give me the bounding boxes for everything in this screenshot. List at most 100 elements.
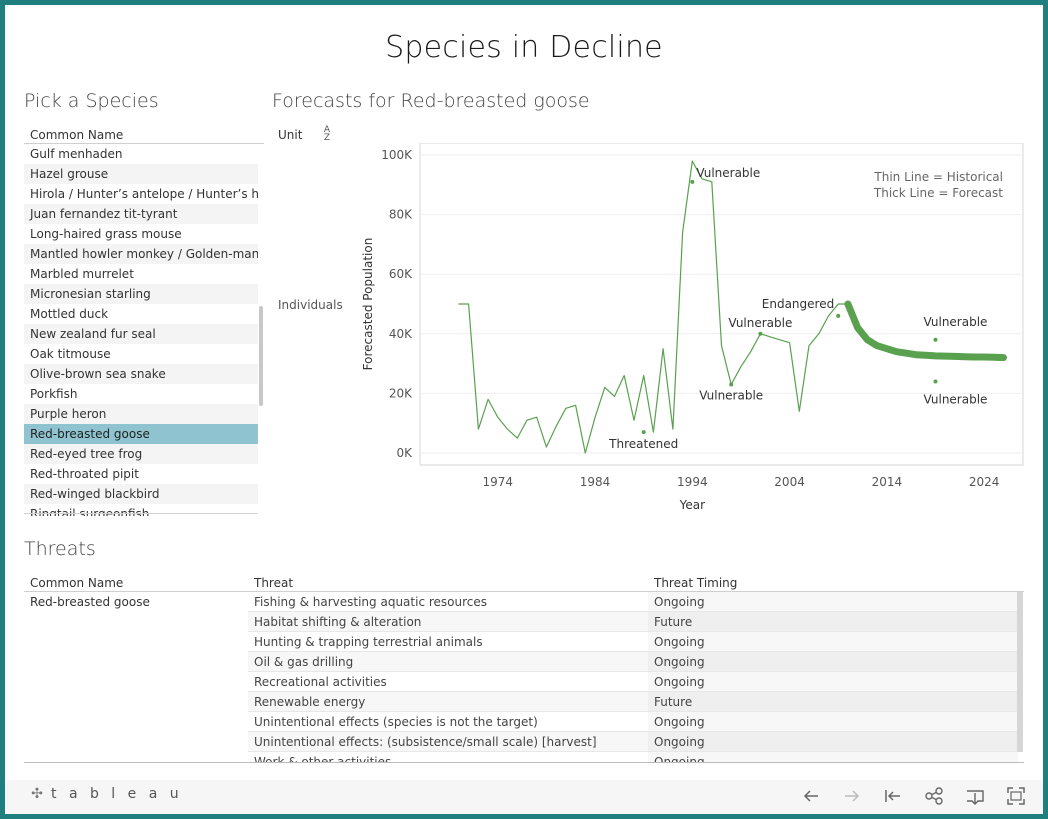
threats-species-name: Red-breasted goose — [30, 595, 150, 609]
annotation-label: Vulnerable — [923, 315, 987, 329]
species-list-item[interactable]: Red-throated pipit — [30, 467, 139, 481]
annotation-point — [933, 379, 938, 384]
threat-row: Hunting & trapping terrestrial animals On… — [248, 632, 1018, 652]
threat-cell: Work & other activities — [254, 755, 392, 762]
threat-row: Unintentional effects (species is not th… — [248, 712, 1018, 732]
annotation-point — [758, 331, 763, 336]
species-list-item[interactable]: Mantled howler monkey / Golden-mantle — [24, 244, 258, 264]
annotation-point — [933, 337, 938, 342]
revert-icon[interactable] — [881, 784, 905, 808]
unit-row-label: Individuals — [278, 298, 343, 312]
species-list[interactable]: Gulf menhaden Hazel grouse Hirola / Hunter… — [24, 144, 258, 516]
tableau-logo[interactable]: ✣ t a b l e a u — [29, 786, 183, 802]
threat-cell: Hunting & trapping terrestrial animals — [254, 635, 483, 649]
threat-row: Fishing & harvesting aquatic resources On… — [248, 592, 1018, 612]
tableau-logo-text: t a b l e a u — [51, 786, 183, 802]
species-list-item[interactable]: Purple heron — [24, 404, 258, 424]
species-list-panel: Common Name Gulf menhaden Hazel grouse Hir… — [24, 126, 264, 516]
species-list-item[interactable]: Porkfish — [30, 387, 78, 401]
species-list-item[interactable]: Juan fernandez tit-tyrant — [24, 204, 258, 224]
y-tick-label: 100K — [381, 148, 413, 162]
threats-table: Fishing & harvesting aquatic resources On… — [248, 592, 1018, 762]
y-tick-label: 0K — [396, 446, 413, 460]
species-list-item[interactable]: Gulf menhaden — [30, 147, 123, 161]
x-tick-label: 1974 — [483, 475, 514, 489]
threat-cell: Fishing & harvesting aquatic resources — [254, 595, 488, 609]
species-column-header: Common Name — [24, 126, 264, 144]
forecast-chart[interactable]: 0K 20K 40K 60K 80K 100K 1974 1984 1994 2004 2014 20… — [272, 143, 1024, 515]
fullscreen-icon[interactable] — [1004, 784, 1028, 808]
download-icon[interactable] — [963, 784, 987, 808]
redo-icon[interactable] — [840, 784, 864, 808]
threat-timing-cell: Future — [648, 692, 1018, 711]
threat-cell: Recreational activities — [254, 675, 387, 689]
species-list-item[interactable]: Marbled murrelet — [30, 267, 134, 281]
historical-line — [458, 160, 849, 454]
forecast-line — [844, 300, 1007, 362]
tableau-logo-icon: ✣ — [31, 786, 43, 802]
species-list-scrollbar[interactable] — [259, 306, 263, 406]
annotation-label: Threatened — [608, 437, 678, 451]
undo-icon[interactable] — [799, 784, 823, 808]
x-tick-label: 2014 — [872, 475, 903, 489]
annotation-point — [641, 430, 646, 435]
threat-row: Unintentional effects: (subsistence/smal… — [248, 732, 1018, 752]
species-list-item[interactable]: Mottled duck — [30, 307, 109, 321]
threat-row: Work & other activities Ongoing — [248, 752, 1018, 762]
species-panel-title: Pick a Species — [24, 90, 159, 112]
forecast-title: Forecasts for Red-breasted goose — [272, 90, 590, 112]
threat-timing-cell: Ongoing — [648, 732, 1018, 751]
y-axis-title: Forecasted Population — [361, 238, 375, 371]
threat-row: Habitat shifting & alteration Future — [248, 612, 1018, 632]
species-list-item[interactable]: Hirola / Hunter’s antelope / Hunter’s ha… — [30, 187, 258, 201]
threats-header-threat: Threat — [254, 576, 294, 590]
threats-header-common-name: Common Name — [30, 576, 124, 590]
threat-timing-cell: Ongoing — [648, 752, 1018, 762]
share-icon[interactable] — [922, 784, 946, 808]
threat-timing-cell: Ongoing — [648, 672, 1018, 691]
threat-timing-cell: Ongoing — [648, 712, 1018, 731]
unit-header: Unit — [278, 128, 303, 142]
x-tick-label: 2024 — [969, 475, 1000, 489]
plot-area — [419, 143, 1024, 466]
y-tick-label: 20K — [389, 386, 413, 400]
species-list-item[interactable]: Red-eyed tree frog — [24, 444, 258, 464]
legend-note: Thin Line = Historical — [873, 170, 1003, 184]
species-list-item[interactable]: Red-breasted goose — [24, 424, 258, 444]
threat-timing-cell: Ongoing — [648, 592, 1018, 611]
threat-timing-cell: Ongoing — [648, 632, 1018, 651]
x-axis-title: Year — [679, 498, 705, 512]
threats-scrollbar[interactable] — [1017, 592, 1023, 752]
x-tick-label: 2004 — [774, 475, 805, 489]
threat-cell: Habitat shifting & alteration — [248, 612, 648, 631]
threat-cell: Unintentional effects: (subsistence/smal… — [248, 732, 648, 751]
threats-header-timing: Threat Timing — [654, 576, 738, 590]
species-list-item[interactable]: Hazel grouse — [24, 164, 258, 184]
annotation-label: Vulnerable — [728, 316, 792, 330]
dashboard-title: Species in Decline — [385, 30, 663, 65]
threat-timing-cell: Ongoing — [648, 652, 1018, 671]
species-list-item[interactable]: Micronesian starling — [24, 284, 258, 304]
threat-cell: Oil & gas drilling — [248, 652, 648, 671]
threat-row: Renewable energy Future — [248, 692, 1018, 712]
y-tick-label: 60K — [389, 267, 413, 281]
y-tick-label: 80K — [389, 208, 413, 222]
threats-header-divider — [24, 591, 1024, 592]
threat-row: Oil & gas drilling Ongoing — [248, 652, 1018, 672]
annotation-point — [690, 179, 695, 184]
tableau-toolbar: ✣ t a b l e a u — [5, 780, 1043, 814]
species-list-item[interactable]: Olive-brown sea snake — [24, 364, 258, 384]
species-list-item[interactable]: New zealand fur seal — [24, 324, 258, 344]
threat-cell: Unintentional effects (species is not th… — [254, 715, 538, 729]
threat-cell: Renewable energy — [248, 692, 648, 711]
species-list-item[interactable]: Ringtail surgeonfish — [30, 507, 150, 516]
threat-row: Recreational activities Ongoing — [248, 672, 1018, 692]
species-list-item[interactable]: Oak titmouse — [30, 347, 111, 361]
species-list-item[interactable]: Long-haired grass mouse — [30, 227, 182, 241]
annotation-label: Vulnerable — [699, 388, 763, 402]
threat-timing-cell: Future — [648, 612, 1018, 631]
species-list-item[interactable]: Red-winged blackbird — [24, 484, 258, 504]
species-list-divider — [24, 513, 258, 514]
x-tick-label: 1984 — [580, 475, 611, 489]
